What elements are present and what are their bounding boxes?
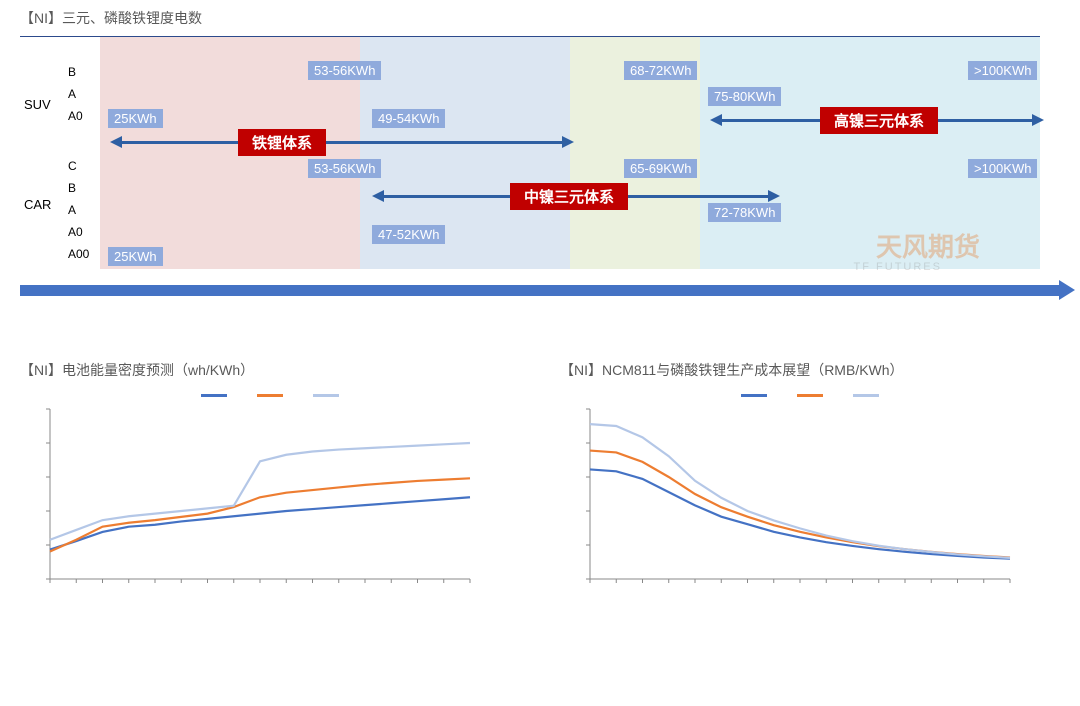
chart-right [560,403,1020,603]
bottom-section: 【NI】电池能量密度预测（wh/KWh） 【NI】NCM811与磷酸铁锂生产成本… [20,360,1060,603]
y-tick-label: A0 [68,225,83,239]
x-axis-arrow [20,285,1060,296]
legend-item [257,394,283,397]
kwh-badge: 25KWh [108,247,163,266]
legend-item [853,394,879,397]
kwh-badge: 49-54KWh [372,109,445,128]
y-group-label: SUV [24,97,51,112]
kwh-badge: 47-52KWh [372,225,445,244]
range-arrow [120,141,564,144]
legend-item [797,394,823,397]
y-tick-label: C [68,159,77,173]
kwh-badge: 72-78KWh [708,203,781,222]
y-tick-label: A00 [68,247,89,261]
chart-right-panel: 【NI】NCM811与磷酸铁锂生产成本展望（RMB/KWh） [560,360,1060,603]
y-tick-label: A [68,203,76,217]
system-badge: 高镍三元体系 [820,107,938,134]
legend-item [313,394,339,397]
chart-right-title: 【NI】NCM811与磷酸铁锂生产成本展望（RMB/KWh） [560,360,1060,380]
kwh-badge: 75-80KWh [708,87,781,106]
y-tick-label: B [68,65,76,79]
legend-item [201,394,227,397]
series-line [590,451,1010,558]
chart-left [20,403,480,603]
system-badge: 铁锂体系 [238,129,326,156]
series-line [50,478,470,551]
legend-item [741,394,767,397]
y-tick-label: A0 [68,109,83,123]
kwh-badge: 25KWh [108,109,163,128]
series-line [590,469,1010,558]
chart-left-panel: 【NI】电池能量密度预测（wh/KWh） [20,360,520,603]
watermark-logo: 天风期货 [876,227,980,264]
chart-left-legend [20,394,520,397]
series-line [50,497,470,549]
kwh-badge: 65-69KWh [624,159,697,178]
chart-right-legend [560,394,1060,397]
top-chart: SUVCAR BAA0CBAA0A00 53-56KWh68-72KWh>100… [20,36,1040,296]
kwh-badge: >100KWh [968,61,1037,80]
kwh-badge: 53-56KWh [308,159,381,178]
top-title: 【NI】三元、磷酸铁锂度电数 [20,8,1060,28]
kwh-badge: 53-56KWh [308,61,381,80]
kwh-badge: >100KWh [968,159,1037,178]
y-group-label: CAR [24,197,51,212]
system-badge: 中镍三元体系 [510,183,628,210]
chart-left-title: 【NI】电池能量密度预测（wh/KWh） [20,360,520,380]
top-section: 【NI】三元、磷酸铁锂度电数 SUVCAR BAA0CBAA0A00 53-56… [20,8,1060,296]
y-tick-label: A [68,87,76,101]
kwh-badge: 68-72KWh [624,61,697,80]
y-axis: SUVCAR BAA0CBAA0A00 [20,37,100,269]
y-tick-label: B [68,181,76,195]
